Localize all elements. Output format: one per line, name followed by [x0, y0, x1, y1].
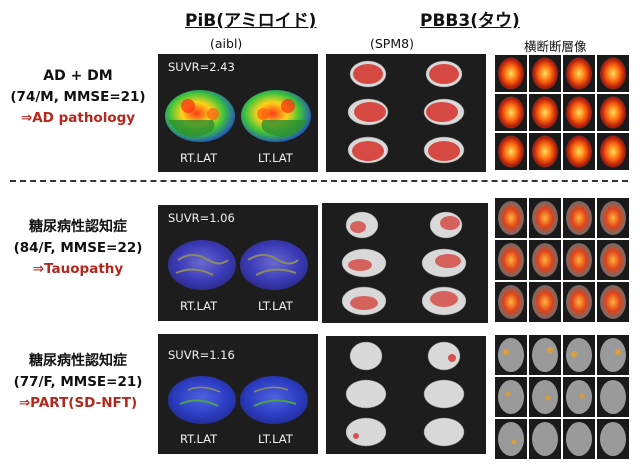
rt-lat-label: RT.LAT: [180, 299, 218, 313]
patient-1-title: AD + DM: [43, 68, 113, 84]
pbb3-panel-2: [322, 203, 488, 323]
patient-3-info: (77/F, MMSE=21): [13, 374, 143, 390]
pib-brain-images: [165, 90, 311, 142]
pbb3-method-label: (SPM8): [370, 36, 414, 51]
suvr-label: SUVR=1.16: [168, 348, 235, 362]
rt-lat-brain: [165, 90, 235, 142]
lt-lat-brain: [240, 240, 308, 290]
axial-slices-2: [495, 198, 629, 322]
rt-lat-label: RT.LAT: [180, 151, 218, 165]
patient-3-pathology: ⇒PART(SD-NFT): [18, 395, 138, 411]
patient-1-info: (74/M, MMSE=21): [10, 89, 146, 105]
pib-method-label: (aibl): [210, 36, 243, 51]
pib-brain-images: [168, 376, 308, 424]
lt-lat-brain: [241, 90, 311, 142]
lt-lat-label: LT.LAT: [258, 432, 293, 446]
pib-panel-2: SUVR=1.06 RT.LAT LT.LAT: [158, 205, 318, 321]
axial-panel-1: [494, 54, 632, 172]
pbb3-header: PBB3(タウ): [420, 11, 520, 31]
patient-1-block: AD + DM (74/M, MMSE=21) ⇒AD pathology: [2, 66, 154, 129]
suvr-label: SUVR=1.06: [168, 211, 235, 225]
patient-2-title: 糖尿病性認知症: [29, 219, 127, 235]
rt-lat-label: RT.LAT: [180, 432, 218, 446]
patient-2-info: (84/F, MMSE=22): [13, 240, 143, 256]
lt-lat-brain: [240, 376, 308, 424]
patient-1-pathology: ⇒AD pathology: [20, 110, 136, 126]
pbb3-surface-images-2: [341, 211, 467, 316]
pbb3-panel-3: [326, 336, 486, 454]
axial-slices-1: [495, 55, 629, 170]
pib-brain-images: [168, 240, 308, 290]
rt-lat-brain: [168, 240, 236, 290]
rt-lat-brain: [168, 376, 236, 424]
pib-panel-3: SUVR=1.16 RT.LAT LT.LAT: [158, 334, 318, 454]
dashed-divider: [10, 180, 628, 182]
axial-slices-label: 横断断層像: [524, 39, 587, 54]
patient-3-block: 糖尿病性認知症 (77/F, MMSE=21) ⇒PART(SD-NFT): [2, 351, 154, 414]
pib-panel-1: SUVR=2.43 RT.LAT LT.LAT: [158, 54, 318, 172]
pbb3-surface-images-1: [347, 60, 465, 164]
patient-2-pathology: ⇒Tauopathy: [32, 261, 124, 277]
lt-lat-label: LT.LAT: [258, 151, 293, 165]
patient-2-block: 糖尿病性認知症 (84/F, MMSE=22) ⇒Tauopathy: [2, 217, 154, 280]
axial-panel-3: [494, 334, 632, 460]
pbb3-surface-images-3: [345, 341, 465, 447]
axial-panel-2: [494, 197, 632, 325]
patient-3-title: 糖尿病性認知症: [29, 353, 127, 369]
pib-header: PiB(アミロイド): [185, 11, 317, 31]
lt-lat-label: LT.LAT: [258, 299, 293, 313]
pbb3-panel-1: [326, 54, 486, 172]
axial-slices-3: [495, 335, 629, 459]
suvr-label: SUVR=2.43: [168, 60, 235, 74]
